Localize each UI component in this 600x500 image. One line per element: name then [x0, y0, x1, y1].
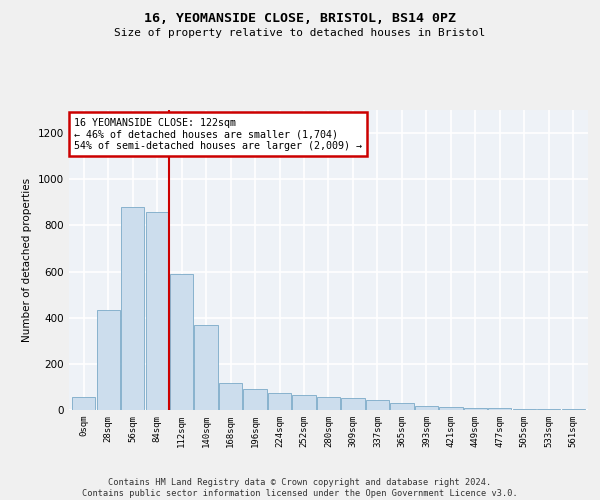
- Bar: [219, 384, 242, 410]
- Bar: [537, 409, 560, 410]
- Bar: [244, 389, 266, 410]
- Bar: [317, 398, 340, 410]
- Bar: [146, 212, 169, 410]
- Y-axis label: Number of detached properties: Number of detached properties: [22, 178, 32, 342]
- Bar: [415, 406, 438, 410]
- Text: Contains HM Land Registry data © Crown copyright and database right 2024.
Contai: Contains HM Land Registry data © Crown c…: [82, 478, 518, 498]
- Text: Size of property relative to detached houses in Bristol: Size of property relative to detached ho…: [115, 28, 485, 38]
- Bar: [488, 408, 511, 410]
- Bar: [513, 409, 536, 410]
- Bar: [464, 408, 487, 410]
- Bar: [194, 324, 218, 410]
- Bar: [366, 400, 389, 410]
- Bar: [268, 392, 291, 410]
- Bar: [121, 207, 144, 410]
- Bar: [439, 407, 463, 410]
- Text: 16 YEOMANSIDE CLOSE: 122sqm
← 46% of detached houses are smaller (1,704)
54% of : 16 YEOMANSIDE CLOSE: 122sqm ← 46% of det…: [74, 118, 362, 150]
- Text: 16, YEOMANSIDE CLOSE, BRISTOL, BS14 0PZ: 16, YEOMANSIDE CLOSE, BRISTOL, BS14 0PZ: [144, 12, 456, 26]
- Bar: [170, 274, 193, 410]
- Bar: [72, 396, 95, 410]
- Bar: [341, 398, 365, 410]
- Bar: [562, 409, 585, 410]
- Bar: [97, 310, 120, 410]
- Bar: [292, 395, 316, 410]
- Bar: [391, 403, 413, 410]
